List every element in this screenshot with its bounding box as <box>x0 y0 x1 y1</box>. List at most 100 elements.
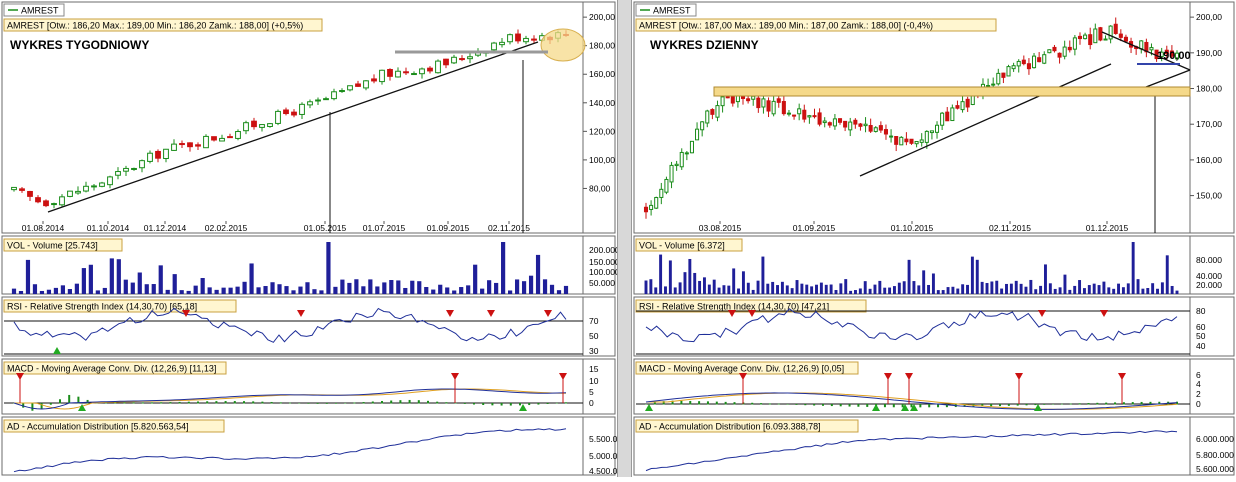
macd-histogram-bar <box>698 401 701 405</box>
y-tick-label: 180,00 <box>1196 84 1222 94</box>
candle-body <box>243 122 249 132</box>
macd-histogram-bar <box>59 399 61 404</box>
candle-body <box>776 98 781 103</box>
volume-bar <box>776 285 779 294</box>
candle-body <box>1164 49 1169 54</box>
macd-histogram-bar <box>689 400 692 405</box>
volume-bar <box>659 254 663 294</box>
candle-body <box>827 122 832 126</box>
volume-bar <box>549 284 555 294</box>
candle-body <box>123 167 129 172</box>
candle-body <box>1083 34 1088 40</box>
macd-tick-label: 4 <box>1196 379 1201 389</box>
y-tick-label: 200,00 <box>1196 12 1222 22</box>
macd-histogram-bar <box>892 404 895 408</box>
macd-buy-marker <box>901 404 909 411</box>
candle-body <box>507 34 513 43</box>
volume-tick-label: 50.000 <box>589 278 615 288</box>
volume-bar <box>985 283 989 294</box>
volume-bar <box>32 284 38 294</box>
volume-bar <box>858 288 862 294</box>
daily-chart-svg: AMREST AMREST [Otw.: 187,00 Max.: 189,00 … <box>633 1 1235 476</box>
candle-body <box>443 58 449 66</box>
candle-body <box>387 69 393 77</box>
volume-tick-label: 200.000 <box>589 245 617 255</box>
support-band <box>713 86 1191 97</box>
volume-bar <box>1112 288 1116 294</box>
macd-histogram-bar <box>830 404 833 407</box>
macd-histogram-bar <box>1087 403 1090 405</box>
volume-bar <box>1160 282 1164 294</box>
macd-histogram-bar <box>1034 404 1037 406</box>
candle-body <box>171 143 177 151</box>
candle-body <box>1026 63 1031 70</box>
candle-body <box>307 101 313 106</box>
volume-bar <box>452 290 457 294</box>
y-tick-label: 120,00 <box>589 126 615 136</box>
volume-bar <box>829 284 833 294</box>
candle-body <box>1011 65 1016 70</box>
macd-histogram-bar <box>537 403 540 405</box>
macd-histogram-bar <box>206 401 209 404</box>
candle-body <box>107 176 113 186</box>
macd-histogram-bar <box>1149 401 1152 405</box>
candle-body <box>904 138 909 143</box>
rsi-tick-label: 50 <box>1196 331 1206 341</box>
macd-histogram-bar <box>473 403 475 405</box>
volume-bar <box>732 268 736 294</box>
volume-label: VOL - Volume [25.743] <box>7 241 98 251</box>
volume-bar <box>1121 287 1125 294</box>
volume-bar <box>1029 279 1033 294</box>
volume-bar <box>824 284 828 294</box>
macd-line <box>645 392 1178 410</box>
candle-body <box>299 103 305 115</box>
candle-body <box>1159 51 1164 57</box>
volume-bar <box>888 287 892 294</box>
candle-body <box>643 206 649 213</box>
candle-body <box>11 186 17 191</box>
volume-tick-label: 40.000 <box>1196 271 1222 281</box>
macd-sell-marker <box>739 373 747 380</box>
volume-bar <box>931 273 935 294</box>
candle-body <box>251 120 257 128</box>
window-separator[interactable] <box>617 0 632 477</box>
volume-bar <box>785 285 789 294</box>
candle-body <box>792 114 797 117</box>
ad-label: AD - Accumulation Distribution [6.093.38… <box>639 422 821 432</box>
candle-body <box>1037 57 1042 63</box>
volume-bar <box>956 288 960 294</box>
volume-bar <box>980 281 984 294</box>
candle-body <box>339 90 345 93</box>
candle-body <box>802 109 807 120</box>
candle-body <box>858 123 863 127</box>
candle-body <box>427 67 433 72</box>
x-tick-label: 02.11.2015 <box>989 223 1031 233</box>
candle-body <box>27 190 33 197</box>
candle-body <box>211 136 217 141</box>
candle-body <box>195 144 201 147</box>
volume-bar <box>438 284 443 294</box>
volume-bar <box>207 287 212 294</box>
macd-histogram-bar <box>768 403 771 405</box>
volume-bar <box>844 279 848 294</box>
candle-body <box>331 91 337 100</box>
candle-body <box>1001 72 1006 78</box>
macd-tick-label: 0 <box>589 398 594 408</box>
candle-body <box>766 100 771 112</box>
candle-body <box>695 128 700 141</box>
volume-label-box <box>635 238 743 252</box>
candle-body <box>822 120 827 124</box>
candle-body <box>1174 52 1180 60</box>
candle-body <box>131 167 137 170</box>
macd-histogram-bar <box>491 403 494 406</box>
macd-histogram-bar <box>813 404 816 406</box>
volume-bar <box>1087 285 1091 294</box>
macd-histogram-bar <box>1052 404 1055 405</box>
candle-body <box>355 83 361 87</box>
y-tick-label: 170,00 <box>1196 119 1222 129</box>
candle-body <box>771 100 776 115</box>
macd-sell-marker <box>16 373 24 380</box>
rsi-label-box <box>3 299 237 313</box>
legend-label: AMREST <box>653 6 691 16</box>
volume-bar <box>144 284 149 294</box>
